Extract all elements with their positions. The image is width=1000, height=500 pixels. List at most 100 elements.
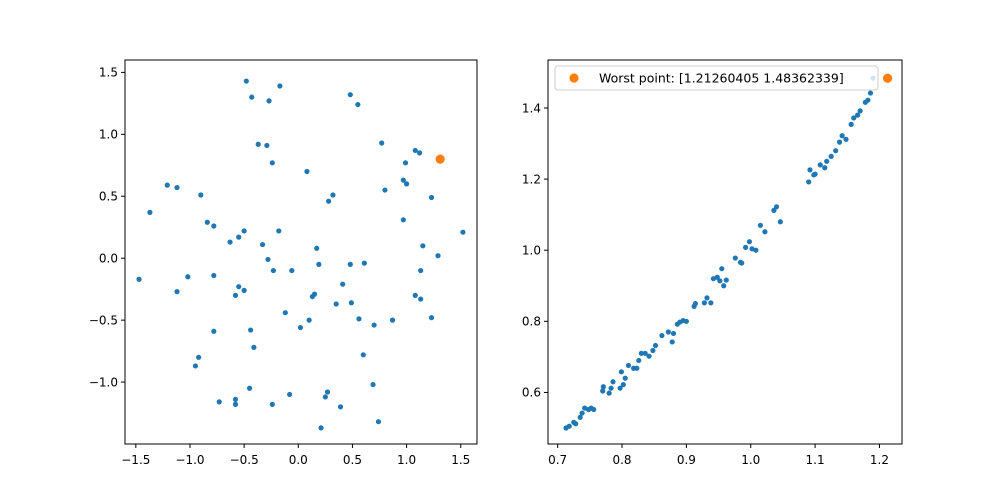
data-point bbox=[211, 272, 217, 279]
data-point bbox=[211, 328, 217, 334]
data-point bbox=[646, 353, 652, 359]
data-point bbox=[304, 168, 310, 175]
data-point bbox=[330, 192, 336, 198]
x-tick-label: −1.5 bbox=[121, 453, 150, 467]
data-point bbox=[848, 121, 854, 127]
data-point bbox=[174, 184, 180, 191]
data-point bbox=[843, 136, 849, 142]
data-point bbox=[185, 274, 191, 280]
data-point bbox=[865, 97, 871, 103]
data-point bbox=[851, 115, 857, 121]
data-point bbox=[659, 332, 665, 339]
data-point bbox=[241, 228, 247, 234]
data-point bbox=[566, 423, 572, 429]
data-point bbox=[241, 287, 247, 293]
data-point bbox=[669, 339, 675, 345]
data-point bbox=[375, 419, 382, 425]
data-point bbox=[746, 239, 753, 245]
x-tick-label: 0.5 bbox=[343, 453, 362, 467]
data-point bbox=[255, 141, 261, 147]
data-point bbox=[817, 162, 823, 168]
data-point bbox=[192, 363, 198, 369]
data-point bbox=[757, 222, 764, 228]
data-point bbox=[248, 327, 254, 333]
data-point bbox=[251, 344, 257, 350]
data-point bbox=[618, 369, 624, 375]
data-point bbox=[836, 139, 843, 145]
data-point bbox=[573, 421, 579, 427]
data-point bbox=[243, 78, 249, 84]
data-point bbox=[717, 278, 723, 284]
data-point bbox=[232, 401, 239, 407]
axes-frame bbox=[124, 59, 478, 445]
data-point bbox=[232, 292, 239, 298]
data-point bbox=[318, 425, 324, 431]
data-point bbox=[723, 277, 729, 283]
data-point bbox=[854, 112, 861, 118]
data-point bbox=[638, 350, 644, 356]
data-point bbox=[739, 260, 745, 266]
data-point bbox=[806, 179, 812, 185]
data-point bbox=[289, 267, 295, 274]
data-point bbox=[428, 194, 435, 201]
y-tick-label: 1.4 bbox=[522, 101, 541, 115]
legend-marker bbox=[569, 73, 579, 83]
data-point bbox=[701, 300, 708, 306]
data-point bbox=[355, 101, 361, 108]
data-point bbox=[742, 244, 749, 250]
data-point bbox=[732, 255, 738, 261]
data-point bbox=[418, 296, 424, 302]
data-point bbox=[211, 223, 217, 229]
data-point bbox=[348, 300, 354, 306]
data-point bbox=[404, 181, 410, 187]
data-point bbox=[416, 150, 423, 156]
data-point bbox=[610, 379, 616, 385]
data-point bbox=[591, 406, 597, 413]
axes-frame bbox=[547, 59, 903, 445]
x-tick-label: −1.0 bbox=[175, 453, 204, 467]
data-point bbox=[174, 289, 180, 295]
data-point bbox=[236, 284, 242, 290]
data-point bbox=[600, 384, 606, 390]
data-point bbox=[204, 219, 210, 225]
data-point bbox=[721, 283, 727, 289]
data-point bbox=[620, 382, 626, 388]
data-point bbox=[316, 261, 322, 267]
data-point bbox=[839, 133, 845, 139]
y-tick-label: 0.5 bbox=[99, 190, 118, 204]
data-point bbox=[269, 160, 275, 166]
x-tick-label: 1.1 bbox=[806, 453, 825, 467]
worst-point-marker bbox=[435, 154, 445, 164]
y-tick-label: 1.5 bbox=[99, 66, 118, 80]
data-point bbox=[259, 241, 266, 248]
y-tick-label: 0.6 bbox=[522, 386, 541, 400]
data-point bbox=[807, 167, 813, 173]
data-point bbox=[579, 410, 585, 416]
data-point bbox=[360, 352, 366, 358]
data-point bbox=[400, 217, 406, 223]
legend-box bbox=[554, 65, 879, 91]
y-tick-label: 0.8 bbox=[522, 315, 541, 329]
data-point bbox=[326, 198, 332, 204]
y-tick-label: −1.0 bbox=[89, 375, 118, 389]
y-tick-label: 1.0 bbox=[99, 128, 118, 142]
data-point bbox=[867, 90, 874, 96]
data-point bbox=[389, 317, 396, 323]
data-point bbox=[297, 324, 304, 331]
data-point bbox=[608, 385, 614, 391]
data-point bbox=[420, 243, 426, 249]
data-point bbox=[665, 329, 671, 335]
left-scatter-plot: −1.5 −1.0 −0.5 0.0 0.5 1.0 1.5 −1.0 −0.5 0.0 0.5 1.… bbox=[89, 59, 478, 467]
data-point bbox=[828, 153, 834, 159]
data-point bbox=[824, 158, 830, 164]
data-point bbox=[753, 247, 759, 253]
data-point bbox=[232, 396, 239, 403]
data-point bbox=[227, 239, 233, 245]
x-tick-label: 1.2 bbox=[870, 453, 889, 467]
x-tick-label: 1.0 bbox=[741, 453, 760, 467]
data-point bbox=[412, 292, 418, 298]
data-point bbox=[708, 300, 714, 306]
data-point bbox=[333, 301, 339, 307]
data-point bbox=[652, 342, 659, 349]
